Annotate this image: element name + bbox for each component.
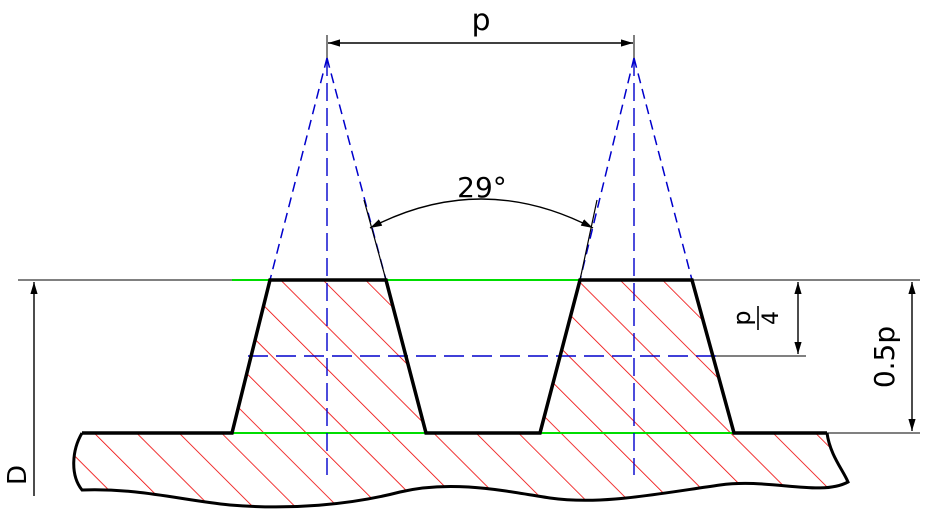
quarter-depth-denominator: 4 <box>759 311 784 325</box>
diameter-label: D <box>3 465 33 485</box>
angle-label: 29° <box>457 171 507 204</box>
half-depth-label: 0.5p <box>868 326 901 388</box>
angle-arc <box>369 198 594 229</box>
thread-profile-outline <box>82 278 827 435</box>
thread-section-hatch <box>73 280 848 507</box>
flank-extension <box>579 57 635 281</box>
flank-extension <box>326 57 387 281</box>
flank-extension <box>269 57 328 281</box>
quarter-depth-label: p 4 <box>728 306 784 330</box>
pitch-label: p <box>471 3 490 38</box>
quarter-depth-numerator: p <box>728 310 756 325</box>
break-line <box>72 432 850 509</box>
flank-extension <box>633 57 693 281</box>
angle-extension-right <box>579 199 598 281</box>
angle-extension-left <box>363 199 387 281</box>
